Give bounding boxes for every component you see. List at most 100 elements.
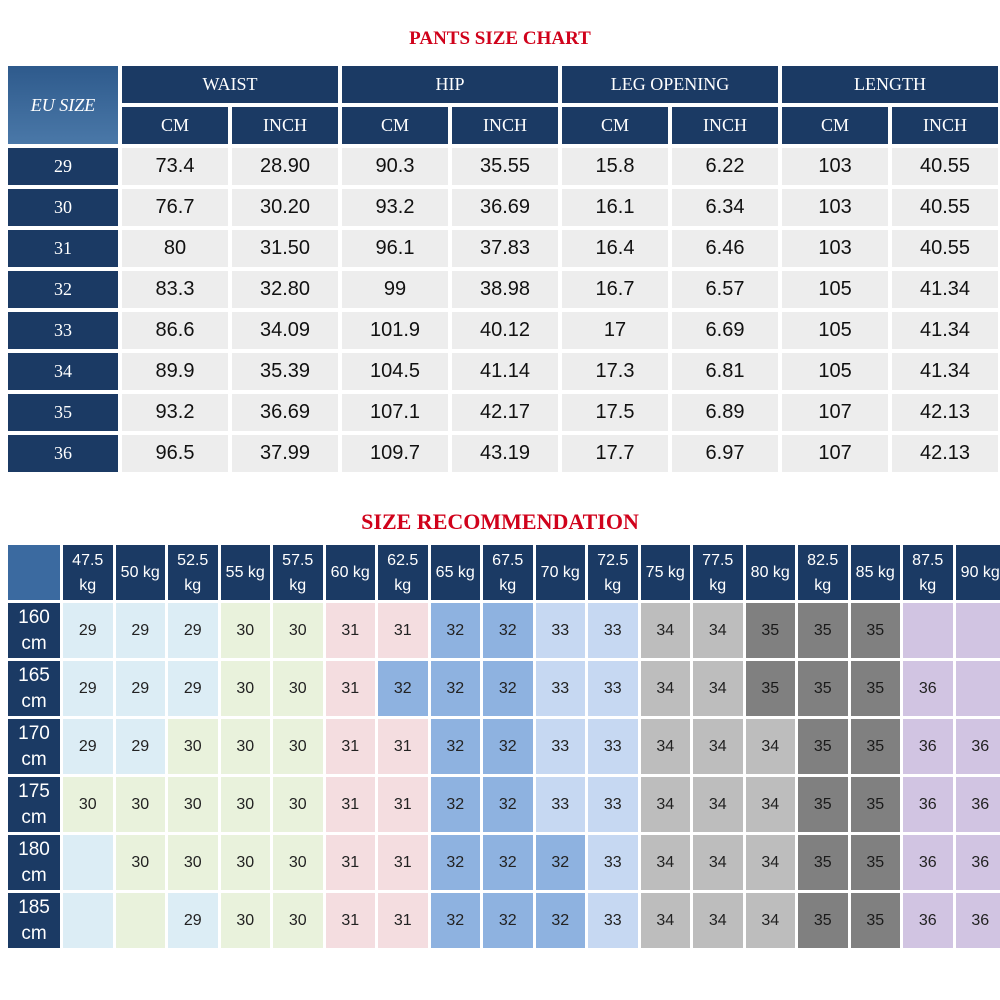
size-cell: 35 [850, 603, 900, 658]
measurement-cell: 35.39 [232, 353, 338, 390]
measurement-cell: 17 [562, 312, 669, 349]
height-row: 185 cm 29 30 30 31 31 32 32 32 33 34 34 34 35 35 36 36 [8, 893, 1000, 948]
size-cell: 31 [378, 719, 428, 774]
size-cell: 32 [430, 603, 480, 658]
size-cell: 34 [640, 777, 690, 832]
size-cell: 32 [483, 661, 533, 716]
measurement-cell: 16.4 [562, 230, 669, 267]
height-header: 165 cm [8, 661, 60, 716]
measurement-cell: 40.55 [892, 148, 999, 185]
corner-cell [8, 545, 60, 600]
eu-size-cell: 31 [8, 230, 118, 267]
measurement-cell: 32.80 [232, 271, 338, 308]
size-cell: 32 [378, 661, 428, 716]
weight-header: 62.5 kg [378, 545, 428, 600]
weight-header: 72.5 kg [588, 545, 638, 600]
size-cell: 31 [325, 719, 375, 774]
size-cell: 36 [903, 719, 953, 774]
size-cell: 33 [588, 893, 638, 948]
size-cell: 35 [798, 661, 848, 716]
measurement-cell: 107 [782, 435, 889, 472]
unit-header: INCH [232, 107, 338, 144]
measurement-cell: 6.34 [672, 189, 779, 226]
size-cell: 34 [693, 719, 743, 774]
height-header: 170 cm [8, 719, 60, 774]
measurement-cell: 35.55 [452, 148, 559, 185]
measurement-cell: 6.69 [672, 312, 779, 349]
size-cell: 35 [798, 603, 848, 658]
size-cell: 36 [903, 661, 953, 716]
size-cell: 33 [535, 777, 585, 832]
size-cell: 33 [588, 719, 638, 774]
measurement-cell: 93.2 [122, 394, 228, 431]
measurement-cell: 16.7 [562, 271, 669, 308]
size-cell: 33 [588, 661, 638, 716]
measurement-cell: 40.55 [892, 230, 999, 267]
size-cell: 29 [115, 661, 165, 716]
size-cell: 32 [483, 893, 533, 948]
measurement-cell: 31.50 [232, 230, 338, 267]
size-cell: 35 [745, 661, 795, 716]
size-cell: 32 [483, 719, 533, 774]
measurement-cell: 37.99 [232, 435, 338, 472]
size-cell: 31 [378, 603, 428, 658]
size-cell: 30 [220, 893, 270, 948]
measurement-cell: 41.34 [892, 271, 999, 308]
measurement-cell: 96.1 [342, 230, 448, 267]
size-cell: 30 [220, 719, 270, 774]
size-cell: 36 [955, 893, 1000, 948]
size-cell: 30 [273, 719, 323, 774]
unit-header: CM [782, 107, 889, 144]
size-chart-table: EU SIZE WAIST HIP LEG OPENING LENGTH CM INCH CM… [4, 62, 1000, 476]
height-row: 170 cm 29 29 30 30 30 31 31 32 32 33 33 34 34 34 35 35 36… [8, 719, 1000, 774]
size-cell: 33 [535, 603, 585, 658]
measurement-cell: 38.98 [452, 271, 559, 308]
weight-header: 50 kg [115, 545, 165, 600]
unit-header: INCH [672, 107, 779, 144]
weight-header-row: 47.5 kg 50 kg 52.5 kg 55 kg 57.5 kg 60 kg 62.5… [8, 545, 1000, 600]
size-cell: 30 [63, 777, 113, 832]
size-cell: 35 [745, 603, 795, 658]
size-cell: 34 [640, 893, 690, 948]
weight-header: 57.5 kg [273, 545, 323, 600]
measurement-cell: 6.46 [672, 230, 779, 267]
size-cell: 34 [745, 835, 795, 890]
size-cell: 36 [955, 719, 1000, 774]
weight-header: 80 kg [745, 545, 795, 600]
height-header: 175 cm [8, 777, 60, 832]
measurement-cell: 34.09 [232, 312, 338, 349]
size-cell: 33 [535, 719, 585, 774]
eu-size-cell: 36 [8, 435, 118, 472]
measurement-cell: 103 [782, 148, 889, 185]
group-header: WAIST [122, 66, 338, 103]
size-cell: 36 [955, 835, 1000, 890]
size-cell: 31 [325, 835, 375, 890]
size-cell: 32 [483, 777, 533, 832]
eu-size-cell: 34 [8, 353, 118, 390]
size-cell: 30 [220, 777, 270, 832]
table-row: 30 76.7 30.20 93.2 36.69 16.1 6.34 103 40.55 [8, 189, 999, 226]
size-cell: 35 [798, 719, 848, 774]
weight-header: 90 kg [955, 545, 1000, 600]
weight-header: 70 kg [535, 545, 585, 600]
unit-header: CM [342, 107, 448, 144]
measurement-cell: 42.17 [452, 394, 559, 431]
size-cell: 31 [325, 777, 375, 832]
measurement-cell: 17.5 [562, 394, 669, 431]
measurement-cell: 83.3 [122, 271, 228, 308]
size-cell: 29 [115, 603, 165, 658]
eu-size-cell: 33 [8, 312, 118, 349]
weight-header: 77.5 kg [693, 545, 743, 600]
measurement-cell: 103 [782, 189, 889, 226]
measurement-cell: 96.5 [122, 435, 228, 472]
height-row: 180 cm 30 30 30 30 31 31 32 32 32 33 34 34 34 35 35 36 36 [8, 835, 1000, 890]
size-cell: 35 [850, 893, 900, 948]
size-cell [955, 603, 1000, 658]
size-cell: 32 [430, 893, 480, 948]
height-row: 160 cm 29 29 29 30 30 31 31 32 32 33 33 34 34 35 35 35 [8, 603, 1000, 658]
weight-header: 82.5 kg [798, 545, 848, 600]
size-cell: 32 [535, 835, 585, 890]
table-row: 35 93.2 36.69 107.1 42.17 17.5 6.89 107 42.13 [8, 394, 999, 431]
measurement-cell: 40.12 [452, 312, 559, 349]
measurement-cell: 37.83 [452, 230, 559, 267]
